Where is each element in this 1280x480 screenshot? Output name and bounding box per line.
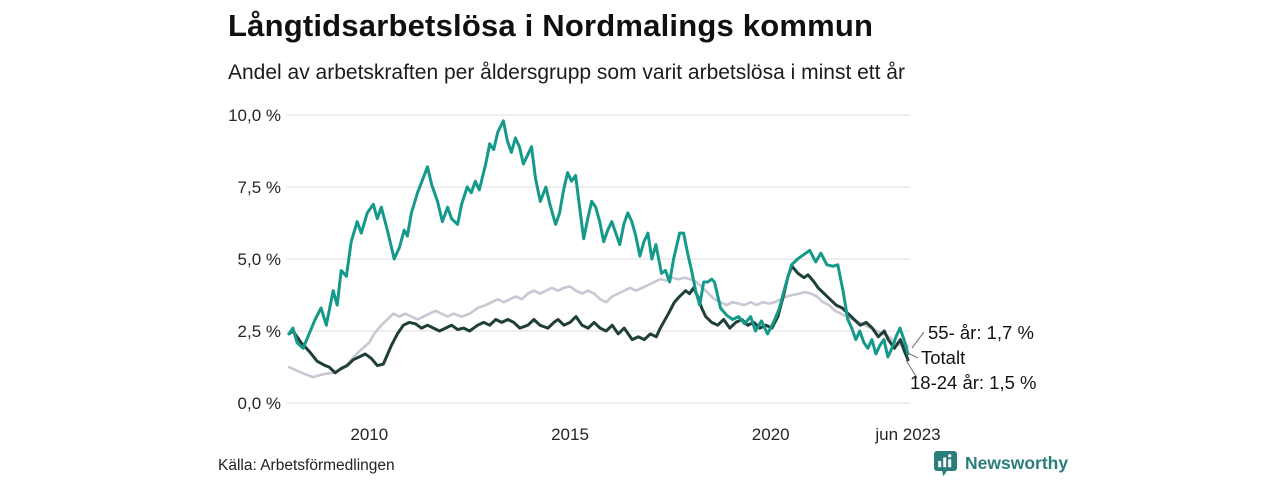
annotation-leader-line (907, 352, 919, 359)
newsworthy-bubble-chart-icon (934, 451, 957, 477)
chart-title: Långtidsarbetslösa i Nordmalings kommun (228, 8, 874, 43)
series-end-label: 18-24 år: 1,5 % (910, 372, 1037, 393)
x-axis-tick-label: jun 2023 (874, 425, 940, 444)
series-end-label: Totalt (921, 347, 965, 368)
y-axis-tick-label: 0,0 % (238, 394, 281, 413)
y-axis-tick-label: 10,0 % (228, 106, 281, 125)
x-axis-tick-label: 2015 (551, 425, 589, 444)
source-note: Källa: Arbetsförmedlingen (218, 457, 395, 474)
y-axis-tick-label: 2,5 % (238, 322, 281, 341)
newsworthy-wordmark: Newsworthy (965, 453, 1069, 473)
y-axis-tick-label: 5,0 % (238, 250, 281, 269)
y-axis-tick-label: 7,5 % (238, 178, 281, 197)
newsworthy-logo: Newsworthy (933, 450, 1068, 477)
x-axis-tick-label: 2020 (752, 425, 790, 444)
series-end-label: 55- år: 1,7 % (928, 322, 1034, 343)
chart-subtitle: Andel av arbetskraften per åldersgrupp s… (228, 61, 905, 84)
annotation-leader-line (911, 331, 925, 349)
series-line (287, 119, 910, 359)
series-line (287, 276, 910, 379)
annotation-leader-line (905, 359, 918, 379)
series-line (287, 264, 910, 375)
x-axis-tick-label: 2010 (350, 425, 388, 444)
